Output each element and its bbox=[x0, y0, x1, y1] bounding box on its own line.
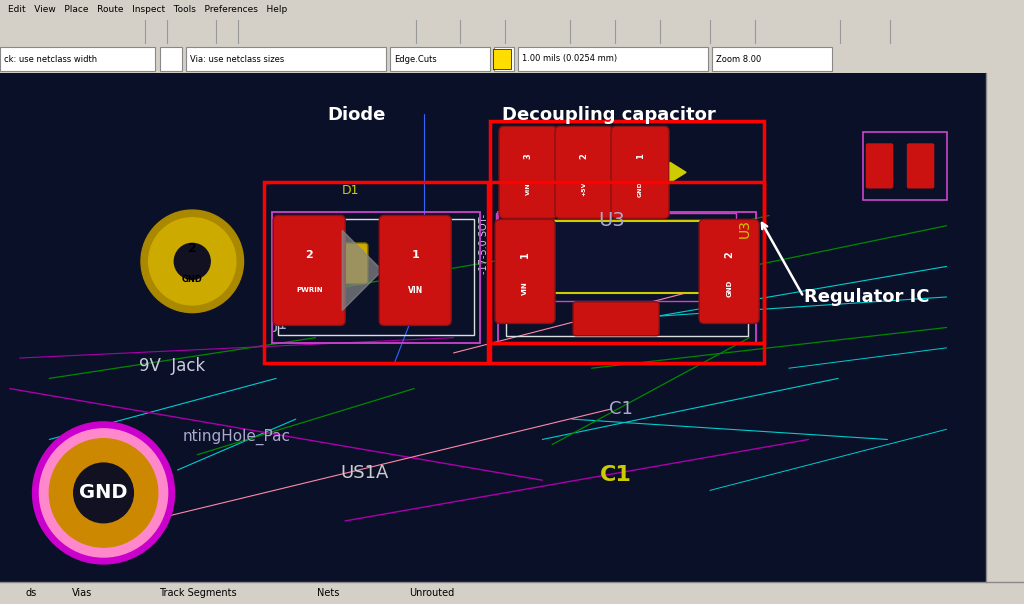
Text: 2: 2 bbox=[580, 153, 589, 159]
Bar bbox=[0, 18, 1024, 45]
Polygon shape bbox=[670, 162, 686, 182]
Text: ck: use netclass width: ck: use netclass width bbox=[4, 54, 97, 63]
Text: Edit   View   Place   Route   Inspect   Tools   Preferences   Help: Edit View Place Route Inspect Tools Pref… bbox=[8, 4, 288, 13]
Bar bbox=[504, 221, 728, 293]
Text: PWRIN: PWRIN bbox=[296, 288, 323, 294]
Bar bbox=[0, 47, 155, 71]
Text: ds: ds bbox=[26, 588, 37, 598]
Bar bbox=[0, 73, 986, 582]
Bar bbox=[0, 582, 1024, 604]
Text: U3: U3 bbox=[737, 219, 752, 238]
Text: +5V: +5V bbox=[582, 182, 587, 196]
Bar bbox=[490, 121, 764, 343]
FancyBboxPatch shape bbox=[273, 216, 345, 326]
FancyBboxPatch shape bbox=[288, 243, 368, 284]
Text: US1A: US1A bbox=[341, 463, 389, 481]
FancyBboxPatch shape bbox=[495, 219, 555, 323]
Text: VIN: VIN bbox=[408, 286, 423, 295]
Text: 9V  Jack: 9V Jack bbox=[139, 357, 206, 374]
Text: Via: use netclass sizes: Via: use netclass sizes bbox=[190, 54, 285, 63]
Circle shape bbox=[40, 429, 168, 557]
FancyBboxPatch shape bbox=[573, 302, 659, 336]
Text: Regulator IC: Regulator IC bbox=[804, 288, 929, 306]
FancyBboxPatch shape bbox=[379, 216, 452, 326]
Text: Decoupling capacitor: Decoupling capacitor bbox=[503, 106, 716, 124]
Bar bbox=[863, 132, 946, 201]
Bar bbox=[490, 182, 764, 363]
Circle shape bbox=[174, 243, 210, 279]
Bar bbox=[506, 220, 749, 336]
Text: 1: 1 bbox=[324, 252, 332, 266]
Bar bbox=[498, 213, 756, 343]
Text: 1: 1 bbox=[412, 251, 419, 260]
FancyBboxPatch shape bbox=[499, 126, 557, 219]
Text: -17-5.0 SOT-: -17-5.0 SOT- bbox=[479, 213, 489, 274]
Text: J1: J1 bbox=[274, 318, 288, 332]
Text: VIN: VIN bbox=[522, 281, 528, 295]
FancyBboxPatch shape bbox=[699, 219, 759, 323]
Bar bbox=[986, 73, 1024, 582]
Text: GND: GND bbox=[638, 181, 642, 197]
Text: 1: 1 bbox=[520, 251, 530, 258]
Polygon shape bbox=[342, 231, 382, 310]
Bar bbox=[186, 47, 386, 71]
Text: 2: 2 bbox=[187, 242, 197, 255]
Text: Vias: Vias bbox=[72, 588, 92, 598]
Text: PWRIN: PWRIN bbox=[313, 266, 343, 275]
Text: 2: 2 bbox=[305, 251, 313, 260]
Text: U3: U3 bbox=[598, 211, 625, 230]
Bar bbox=[518, 47, 708, 71]
Circle shape bbox=[33, 422, 174, 564]
Text: VIN: VIN bbox=[525, 182, 530, 195]
Bar bbox=[0, 45, 1024, 73]
Text: Diode: Diode bbox=[328, 106, 386, 124]
Text: GND: GND bbox=[79, 483, 128, 503]
Bar bbox=[264, 182, 488, 363]
Circle shape bbox=[49, 439, 158, 547]
Text: Unrouted: Unrouted bbox=[410, 588, 455, 598]
Text: 1: 1 bbox=[636, 153, 644, 159]
Text: C1: C1 bbox=[600, 465, 632, 485]
Bar bbox=[493, 49, 511, 69]
Bar bbox=[496, 213, 736, 301]
FancyBboxPatch shape bbox=[611, 126, 669, 219]
Text: Nets: Nets bbox=[317, 588, 340, 598]
Text: C1: C1 bbox=[609, 400, 633, 418]
Text: Track Segments: Track Segments bbox=[159, 588, 237, 598]
Bar bbox=[279, 219, 474, 335]
FancyBboxPatch shape bbox=[865, 143, 893, 188]
Bar bbox=[0, 0, 1024, 18]
Bar bbox=[390, 47, 490, 71]
Text: GND: GND bbox=[182, 275, 203, 284]
FancyBboxPatch shape bbox=[555, 126, 613, 219]
Text: D1: D1 bbox=[341, 184, 358, 196]
Bar bbox=[272, 213, 480, 343]
Bar bbox=[160, 47, 182, 71]
Bar bbox=[712, 47, 831, 71]
Text: ntingHole_Pac: ntingHole_Pac bbox=[182, 429, 291, 445]
Circle shape bbox=[74, 463, 133, 522]
FancyBboxPatch shape bbox=[907, 143, 934, 188]
Circle shape bbox=[141, 210, 244, 313]
Text: 1.00 mils (0.0254 mm): 1.00 mils (0.0254 mm) bbox=[522, 54, 617, 63]
Text: 3: 3 bbox=[523, 153, 532, 159]
Bar bbox=[494, 47, 514, 71]
Text: 2: 2 bbox=[724, 251, 734, 258]
Text: Edge.Cuts: Edge.Cuts bbox=[394, 54, 437, 63]
Text: Zoom 8.00: Zoom 8.00 bbox=[716, 54, 761, 63]
Text: GND: GND bbox=[726, 280, 732, 297]
Circle shape bbox=[148, 218, 236, 305]
